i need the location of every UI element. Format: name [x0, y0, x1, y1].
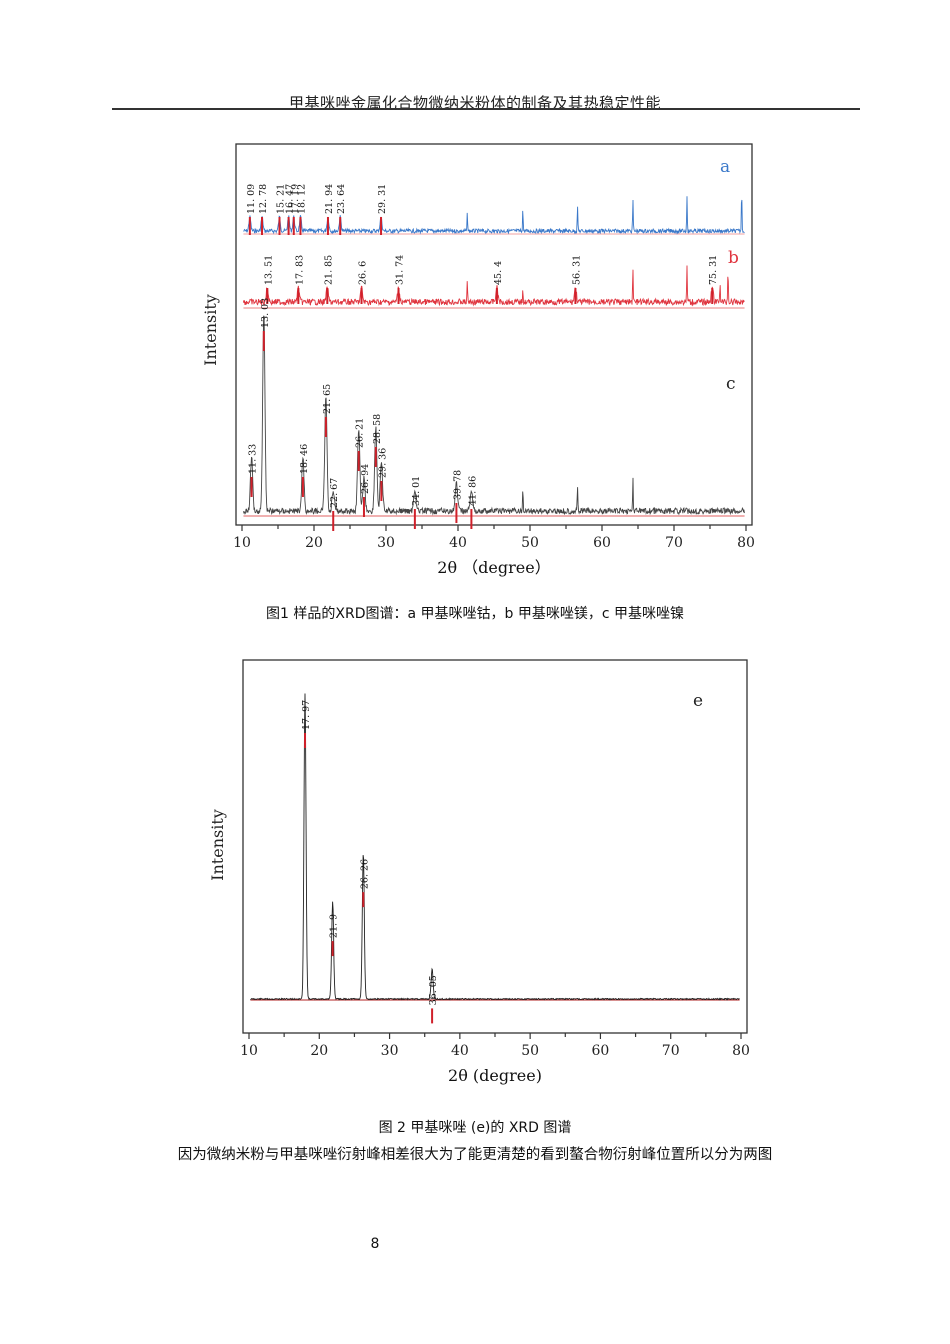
peak-label: 13. 51: [263, 255, 274, 285]
peak-label: 16. 47: [285, 184, 296, 214]
peak-label: 17. 19: [290, 184, 301, 214]
x-tick-label: 10: [240, 1043, 258, 1059]
x-axis-label: 2θ (degree): [448, 1066, 542, 1085]
peak-label: 21. 85: [323, 255, 334, 285]
peak-label: 56. 31: [571, 255, 582, 285]
peak-label: 28. 58: [372, 414, 383, 444]
peak-label: 39. 78: [452, 470, 463, 500]
peak-label: 23. 64: [336, 184, 347, 214]
peak-label: 29. 31: [377, 184, 388, 214]
x-tick-label: 70: [665, 535, 683, 551]
figure-2-xrd-chart: 10 20 30 40 50 60 70 80 2θ (degree) Intensity 17. …: [195, 655, 775, 1095]
x-tick-label: 70: [662, 1043, 680, 1059]
series-c: 11. 33 13. 03 18. 46 21. 65 22. 67 26. 21 26. …: [242, 298, 745, 531]
x-tick-label: 20: [310, 1043, 328, 1059]
peak-label: 18. 46: [299, 444, 310, 474]
page-number: 8: [370, 1236, 380, 1252]
x-tick-label: 40: [451, 1043, 469, 1059]
figure-1-caption: 图1 样品的XRD图谱：a 甲基咪唑钴，b 甲基咪唑镁，c 甲基咪唑镍: [266, 606, 684, 622]
peak-label: 21. 94: [324, 184, 335, 214]
series-label-e: e: [693, 691, 703, 711]
header-rule: [112, 108, 860, 110]
x-axis-label: 2θ （degree）: [437, 558, 550, 577]
x-tick-label: 20: [305, 535, 323, 551]
peak-label: 26. 21: [355, 418, 366, 448]
peak-label: 17. 83: [294, 255, 305, 285]
peak-label: 11. 33: [248, 444, 259, 474]
axes: 10 20 30 40 50 60 70 80 2θ （degree） Intensity: [201, 143, 755, 577]
peak-label: 15. 21: [276, 184, 287, 214]
peak-label: 21. 9: [329, 914, 340, 938]
peak-label: 26. 6: [358, 261, 369, 285]
peak-label: 34. 01: [411, 476, 422, 506]
x-tick-label: 40: [449, 535, 467, 551]
peak-label: 45. 4: [493, 261, 504, 285]
peak-label: 29. 36: [377, 448, 388, 478]
y-axis-label: Intensity: [201, 294, 220, 366]
running-header: 甲基咪唑金属化合物微纳米粉体的制备及其热稳定性能: [288, 94, 661, 112]
x-tick-label: 60: [592, 1043, 610, 1059]
peak-label: 17. 97: [301, 700, 312, 730]
peak-label: 12. 78: [258, 184, 269, 214]
x-tick-label: 50: [521, 535, 539, 551]
x-tick-label: 50: [521, 1043, 539, 1059]
series-label-b: b: [728, 248, 739, 268]
figure-1-xrd-chart: 10 20 30 40 50 60 70 80 2θ （degree） Intensity 11. …: [185, 135, 775, 590]
peak-label: 21. 65: [322, 384, 333, 414]
x-tick-label: 30: [381, 1043, 399, 1059]
peak-label: 11. 09: [246, 184, 257, 214]
series-label-a: a: [720, 157, 730, 177]
peak-label: 41. 86: [467, 476, 478, 506]
peak-label: 26. 26: [359, 859, 370, 889]
y-axis-label: Intensity: [208, 809, 227, 881]
x-tick-label: 10: [233, 535, 251, 551]
axes: 10 20 30 40 50 60 70 80 2θ (degree) Intensity: [208, 659, 750, 1085]
x-tick-label: 60: [593, 535, 611, 551]
series-b: 13. 51 17. 83 21. 85 26. 6 31. 74 45. 4 56. 31…: [242, 248, 745, 309]
figure-2-caption: 图 2 甲基咪唑 (e)的 XRD 图谱: [378, 1120, 572, 1136]
body-text: 因为微纳米粉与甲基咪唑衍射峰相差很大为了能更清楚的看到螯合物衍射峰位置所以分为两…: [177, 1147, 773, 1163]
peak-label: 36. 05: [428, 975, 439, 1005]
peak-label: 13. 03: [260, 298, 271, 328]
x-tick-label: 30: [377, 535, 395, 551]
series-e: 17. 97 21. 9 26. 26 36. 05 e: [250, 691, 740, 1024]
peak-label: 31. 74: [395, 255, 406, 285]
series-label-c: c: [726, 374, 736, 394]
peak-label: 22. 67: [329, 478, 340, 508]
peak-label: 18. 12: [296, 184, 307, 214]
x-tick-label: 80: [737, 535, 755, 551]
x-tick-label: 80: [732, 1043, 750, 1059]
peak-label: 26. 94: [360, 464, 371, 494]
peak-label: 75. 31: [708, 255, 719, 285]
